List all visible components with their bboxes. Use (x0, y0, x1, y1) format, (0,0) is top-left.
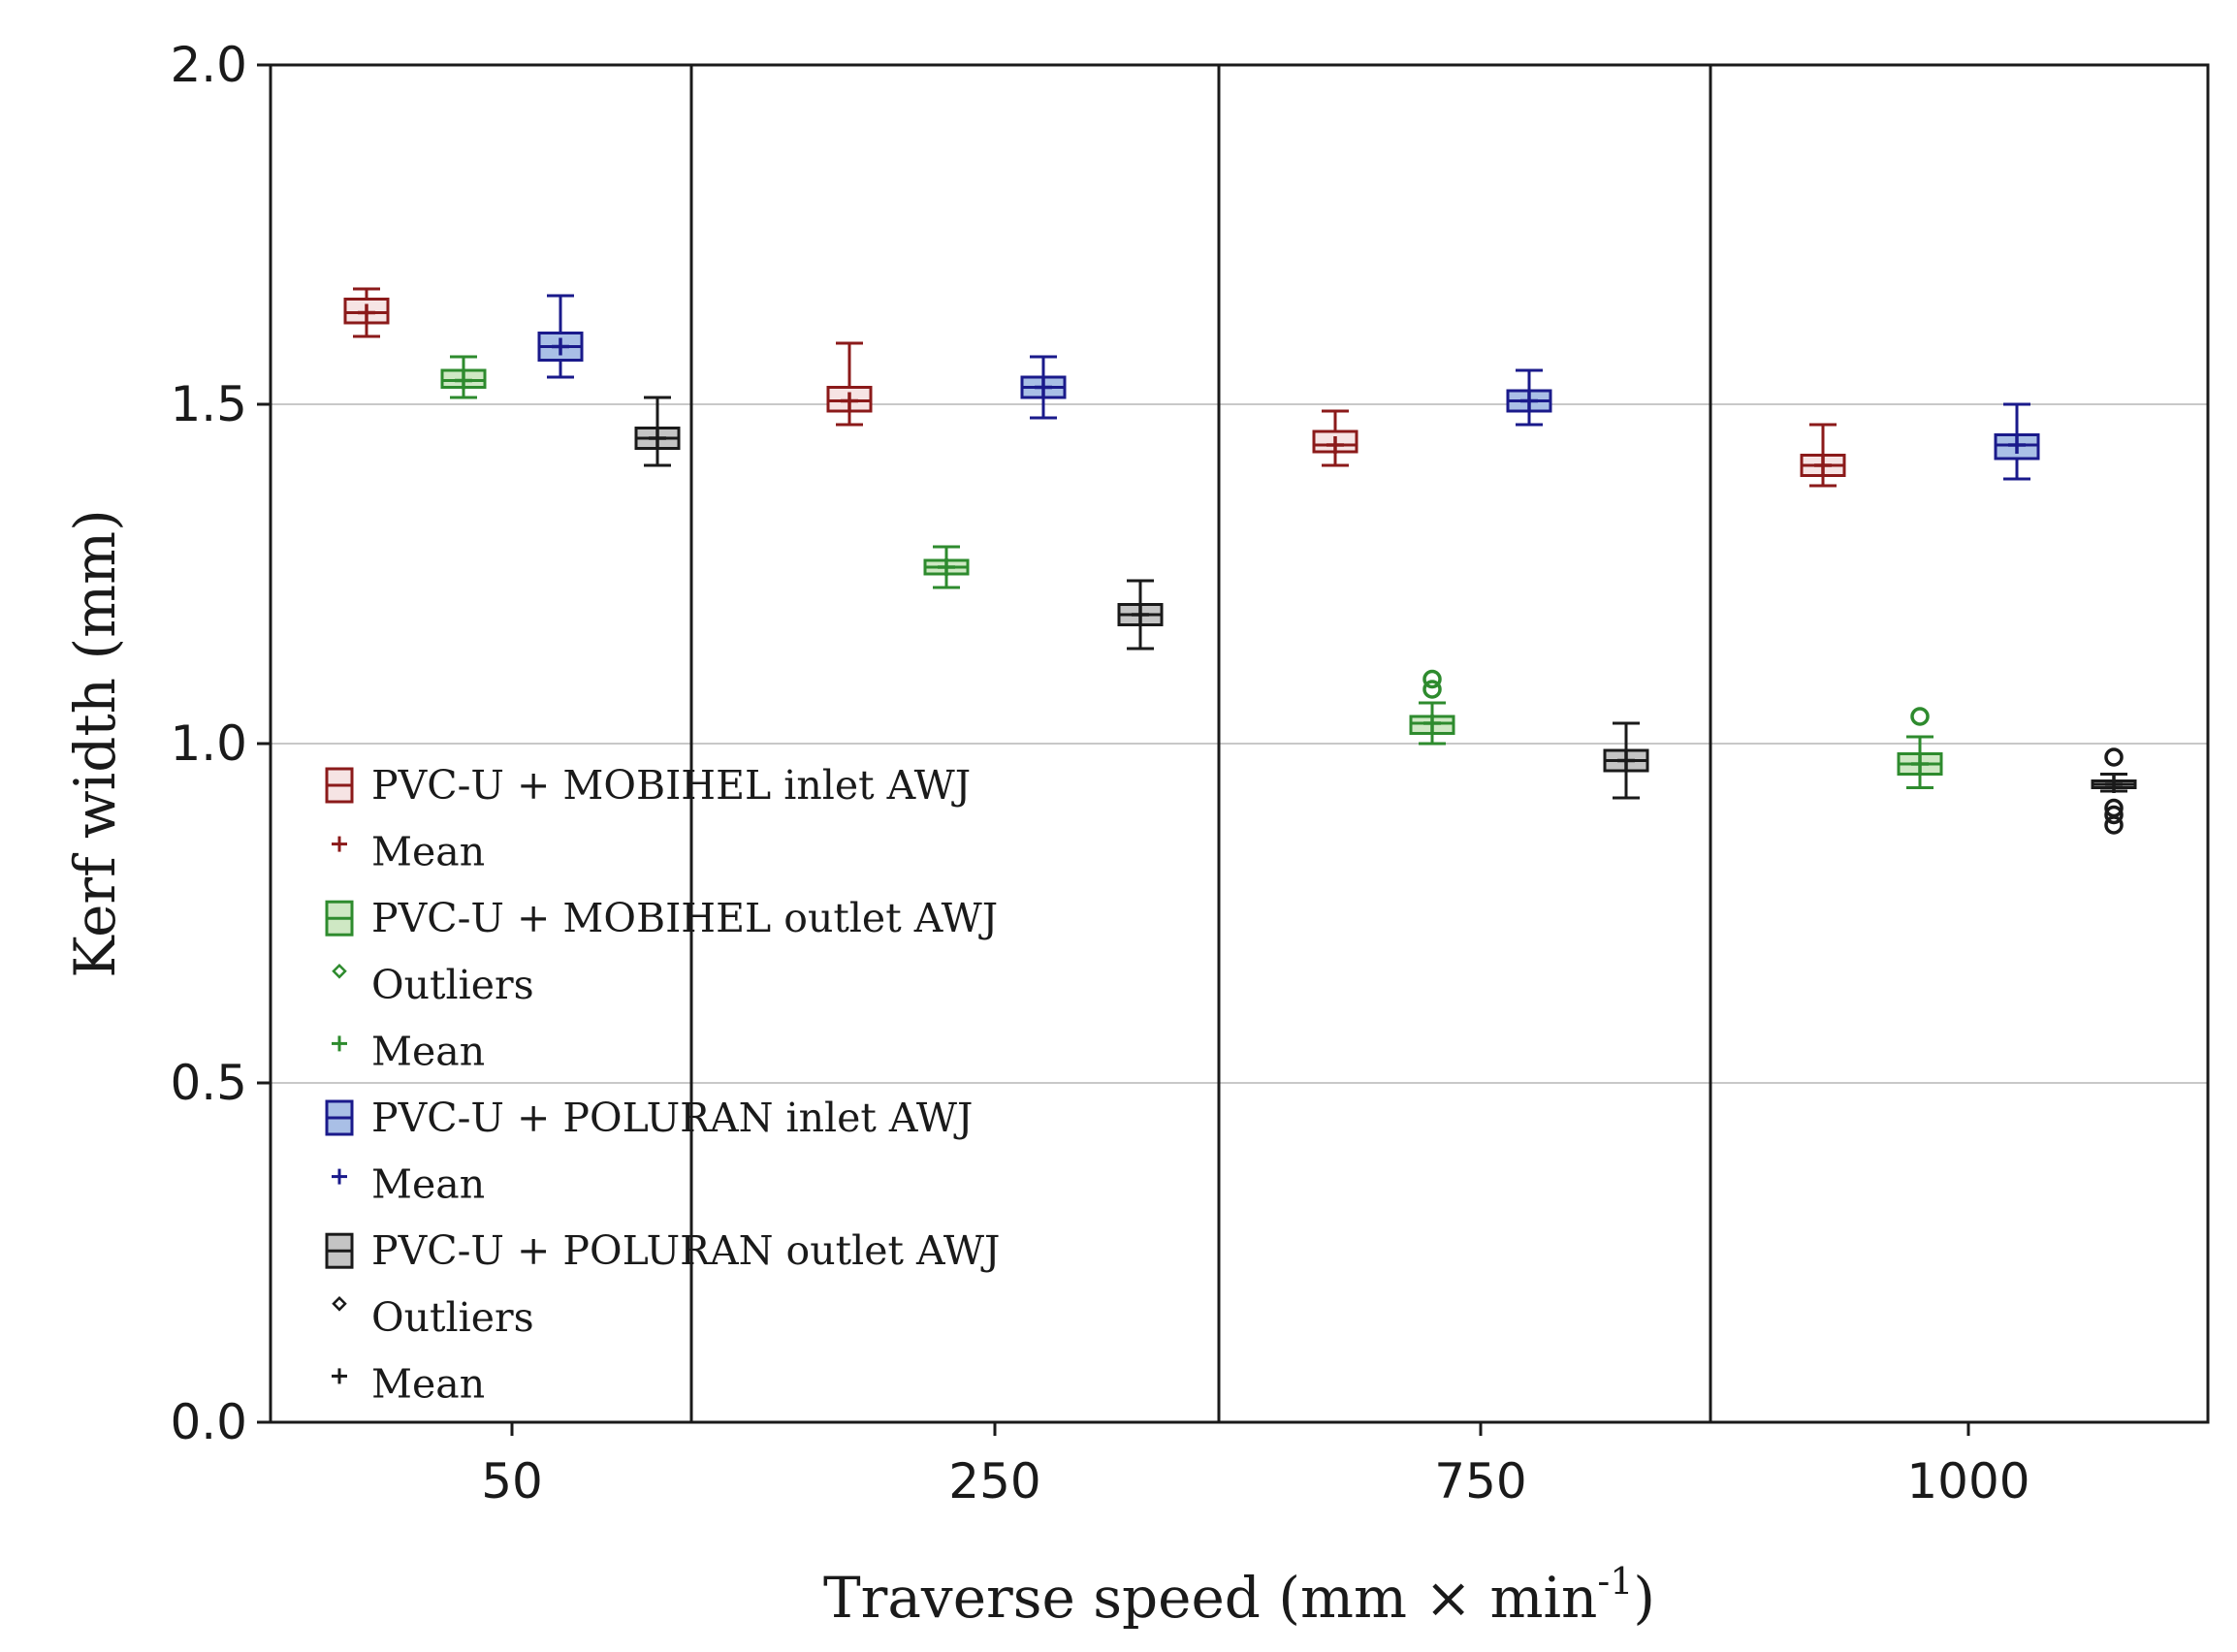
legend-label: Mean (371, 829, 485, 875)
y-tick-label-1.5: 1.5 (170, 376, 247, 432)
gridlines (271, 403, 2208, 1084)
legend-item-4: Outliers (332, 962, 534, 1008)
legend-item-8: PVC-U + POLURAN outlet AWJ (325, 1227, 1001, 1274)
legend-item-3: PVC-U + MOBIHEL outlet AWJ (325, 895, 998, 941)
box-s2-1000 (1897, 707, 1943, 789)
legend-label: PVC-U + POLURAN inlet AWJ (371, 1095, 973, 1141)
x-axis-label-close: ) (1633, 1565, 1655, 1631)
y-tick-label-0.0: 0.0 (170, 1394, 247, 1450)
box-s1-1000 (1800, 423, 1846, 488)
legend-outlier-icon (332, 1296, 347, 1312)
legend-item-9: Outliers (332, 1294, 534, 1341)
legend-label: Mean (371, 1028, 485, 1074)
box-s1-750 (1312, 409, 1358, 467)
box-s2-250 (923, 545, 970, 589)
x-axis-label: Traverse speed (mm × min-1) (823, 1560, 1655, 1631)
legend-label: Mean (371, 1360, 485, 1407)
outlier-point-1 (1422, 680, 1442, 699)
outlier-point-4 (2104, 815, 2124, 835)
x-tick-label-1000: 1000 (1906, 1453, 2029, 1509)
box-s4-250 (1117, 579, 1164, 651)
legend-item-7: Mean (332, 1161, 485, 1208)
box-series (343, 287, 2137, 835)
outlier-point-3 (2104, 805, 2124, 825)
group-separators (689, 65, 1712, 1422)
legend-item-2: Mean (332, 829, 485, 875)
box-s3-50 (537, 294, 584, 379)
box-s3-750 (1506, 368, 1552, 427)
x-axis-label-main: Traverse speed (mm × min (823, 1565, 1597, 1631)
y-tick-label-2.0: 2.0 (170, 37, 247, 93)
legend-item-1: PVC-U + MOBIHEL inlet AWJ (325, 762, 971, 809)
box-s4-750 (1603, 721, 1649, 800)
legend-label: Outliers (371, 1294, 534, 1341)
box-s1-250 (826, 341, 873, 427)
legend-outlier-icon (332, 964, 347, 979)
outlier-point-1 (2104, 747, 2124, 767)
y-axis-ticks: 0.0 0.5 1.0 1.5 2.0 (170, 37, 271, 1450)
x-axis-ticks: 50 250 750 1000 (481, 1422, 2030, 1509)
legend-label: Outliers (371, 962, 534, 1008)
box-s1-50 (343, 287, 390, 338)
box-s3-250 (1020, 355, 1067, 420)
legend-label: PVC-U + MOBIHEL inlet AWJ (371, 762, 971, 809)
x-tick-label-250: 250 (948, 1453, 1040, 1509)
box-s2-50 (440, 355, 487, 399)
legend: PVC-U + MOBIHEL inlet AWJ Mean PVC-U + MOB… (325, 762, 1001, 1407)
legend-label: PVC-U + POLURAN outlet AWJ (371, 1227, 1001, 1274)
legend-label: PVC-U + MOBIHEL outlet AWJ (371, 895, 998, 941)
legend-item-6: PVC-U + POLURAN inlet AWJ (325, 1095, 973, 1141)
box-s2-750 (1409, 669, 1455, 746)
box-s4-1000 (2091, 747, 2137, 835)
y-axis-label: Kerf width (mm) (62, 509, 128, 977)
x-axis-label-exponent: -1 (1597, 1560, 1633, 1603)
y-tick-label-1.0: 1.0 (170, 715, 247, 772)
box-s4-50 (634, 396, 681, 467)
x-tick-label-750: 750 (1434, 1453, 1526, 1509)
y-tick-label-0.5: 0.5 (170, 1055, 247, 1111)
legend-item-5: Mean (332, 1028, 485, 1074)
x-tick-label-50: 50 (481, 1453, 543, 1509)
outlier-point-1 (1910, 707, 1930, 726)
legend-item-10: Mean (332, 1360, 485, 1407)
box-s3-1000 (1994, 402, 2040, 481)
legend-label: Mean (371, 1161, 485, 1208)
outlier-point-2 (1422, 669, 1442, 689)
